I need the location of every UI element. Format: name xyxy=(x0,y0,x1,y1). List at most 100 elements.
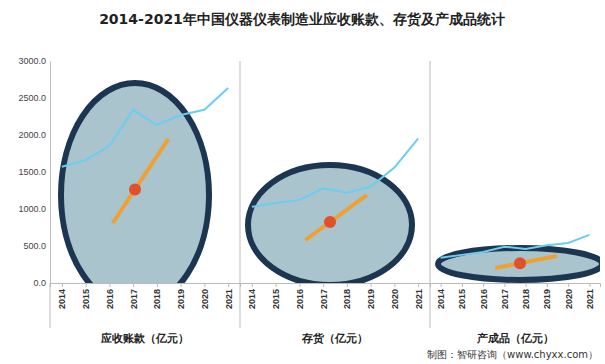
x-tick-label: 2014 xyxy=(436,289,446,309)
x-axis: 2014 2015 2016 2017 2018 2019 2020 2021 xyxy=(51,283,241,309)
x-tick: 2018 xyxy=(521,283,531,309)
plot-area xyxy=(438,235,600,280)
x-tick-mark xyxy=(394,283,395,287)
x-tick: 2017 xyxy=(319,283,329,309)
y-tick: 1000.0 xyxy=(18,204,50,214)
x-tick-label: 2015 xyxy=(81,289,91,309)
x-tick-mark xyxy=(157,283,158,287)
x-tick-label: 2016 xyxy=(295,289,305,309)
x-tick: 2018 xyxy=(152,283,162,309)
x-axis: 2014 2015 2016 2017 2018 2019 2020 2021 xyxy=(241,283,431,309)
x-tick-label: 2017 xyxy=(500,289,510,309)
x-axis-title: 产成品（亿元） xyxy=(476,332,554,345)
x-tick: 2021 xyxy=(224,283,234,309)
x-tick-label: 2018 xyxy=(342,289,352,309)
x-tick-mark xyxy=(252,283,253,287)
x-tick-mark xyxy=(589,283,590,287)
y-tick: 2500.0 xyxy=(18,93,50,103)
panel-divider xyxy=(50,283,51,328)
x-tick: 2014 xyxy=(436,283,446,309)
gauge-needle xyxy=(113,139,169,223)
x-tick-mark xyxy=(568,283,569,287)
x-axis-title: 存货（亿元） xyxy=(301,332,368,345)
x-axis-line xyxy=(51,284,241,288)
x-tick-label: 2015 xyxy=(271,289,281,309)
x-tick-mark xyxy=(109,283,110,287)
y-tick-label: 1000.0 xyxy=(18,204,46,214)
x-tick-label: 2019 xyxy=(366,289,376,309)
x-tick: 2016 xyxy=(479,283,489,309)
gauge-decoration xyxy=(248,165,412,283)
y-tick: 0.0 xyxy=(33,278,50,288)
y-axis-line xyxy=(50,62,51,284)
x-tick: 2017 xyxy=(500,283,510,309)
x-tick: 2021 xyxy=(585,283,595,309)
x-tick: 2020 xyxy=(564,283,574,309)
gauge-decoration xyxy=(438,248,600,280)
x-tick-mark xyxy=(228,283,229,287)
gauge-needle xyxy=(305,195,367,240)
x-tick: 2017 xyxy=(129,283,139,309)
x-tick: 2020 xyxy=(200,283,210,309)
y-tick: 1500.0 xyxy=(18,167,50,177)
x-tick-label: 2021 xyxy=(224,289,234,309)
x-tick: 2015 xyxy=(457,283,467,309)
x-tick-mark xyxy=(181,283,182,287)
x-tick-label: 2017 xyxy=(129,289,139,309)
y-tick-label: 2500.0 xyxy=(18,93,46,103)
x-tick-label: 2018 xyxy=(152,289,162,309)
x-tick-label: 2014 xyxy=(247,289,257,309)
x-tick-mark xyxy=(371,283,372,287)
line xyxy=(62,88,228,167)
title: 2014-2021年中国仪器仪表制造业应收账款、存货及产成品统计 xyxy=(99,11,505,27)
y-tick-label: 2000.0 xyxy=(18,130,46,140)
x-tick-label: 2019 xyxy=(176,289,186,309)
x-tick-mark xyxy=(526,283,527,287)
x-tick-label: 2016 xyxy=(479,289,489,309)
x-tick-label: 2017 xyxy=(319,289,329,309)
x-tick-mark xyxy=(204,283,205,287)
y-tick-label: 0.0 xyxy=(33,278,46,288)
y-axis: 0.0 500.0 1000.0 1500.0 2000.0 2500.0 3000.0 xyxy=(18,56,50,288)
x-tick: 2015 xyxy=(81,283,91,309)
x-tick: 2018 xyxy=(342,283,352,309)
plot-area xyxy=(61,83,228,283)
gauge-needle xyxy=(495,256,557,268)
x-axis: 2014 2015 2016 2017 2018 2019 2020 2021 xyxy=(431,283,601,309)
y-tick: 2000.0 xyxy=(18,130,50,140)
x-tick-label: 2020 xyxy=(390,289,400,309)
x-tick-mark xyxy=(483,283,484,287)
x-tick-label: 2020 xyxy=(200,289,210,309)
x-tick-label: 2019 xyxy=(542,289,552,309)
gauge-hub xyxy=(129,183,141,195)
x-tick-mark xyxy=(276,283,277,287)
x-tick-mark xyxy=(323,283,324,287)
x-tick-mark xyxy=(462,283,463,287)
line xyxy=(252,139,418,207)
plot-area xyxy=(248,139,418,283)
x-tick-label: 2020 xyxy=(564,289,574,309)
y-tick-label: 500.0 xyxy=(23,241,46,251)
x-tick-label: 2018 xyxy=(521,289,531,309)
x-tick-label: 2021 xyxy=(585,289,595,309)
x-tick: 2019 xyxy=(366,283,376,309)
x-tick-label: 2014 xyxy=(57,289,67,309)
x-tick: 2016 xyxy=(295,283,305,309)
x-axis-title: 应收账款（亿元） xyxy=(100,332,189,345)
x-tick-mark xyxy=(299,283,300,287)
panel-divider xyxy=(430,61,431,328)
y-tick-label: 1500.0 xyxy=(18,167,46,177)
chart: 0.0 500.0 1000.0 1500.0 2000.0 2500.0 3000.0 20… xyxy=(0,0,605,364)
x-tick: 2016 xyxy=(105,283,115,309)
line xyxy=(441,235,590,258)
x-tick-label: 2016 xyxy=(105,289,115,309)
y-tick-label: 3000.0 xyxy=(18,56,46,66)
y-tick: 3000.0 xyxy=(18,56,50,66)
gauge-hub xyxy=(324,216,336,228)
x-tick: 2019 xyxy=(542,283,552,309)
x-tick-mark xyxy=(347,283,348,287)
x-tick: 2019 xyxy=(176,283,186,309)
x-tick-mark xyxy=(441,283,442,287)
x-tick: 2020 xyxy=(390,283,400,309)
x-tick-label: 2021 xyxy=(414,289,424,309)
